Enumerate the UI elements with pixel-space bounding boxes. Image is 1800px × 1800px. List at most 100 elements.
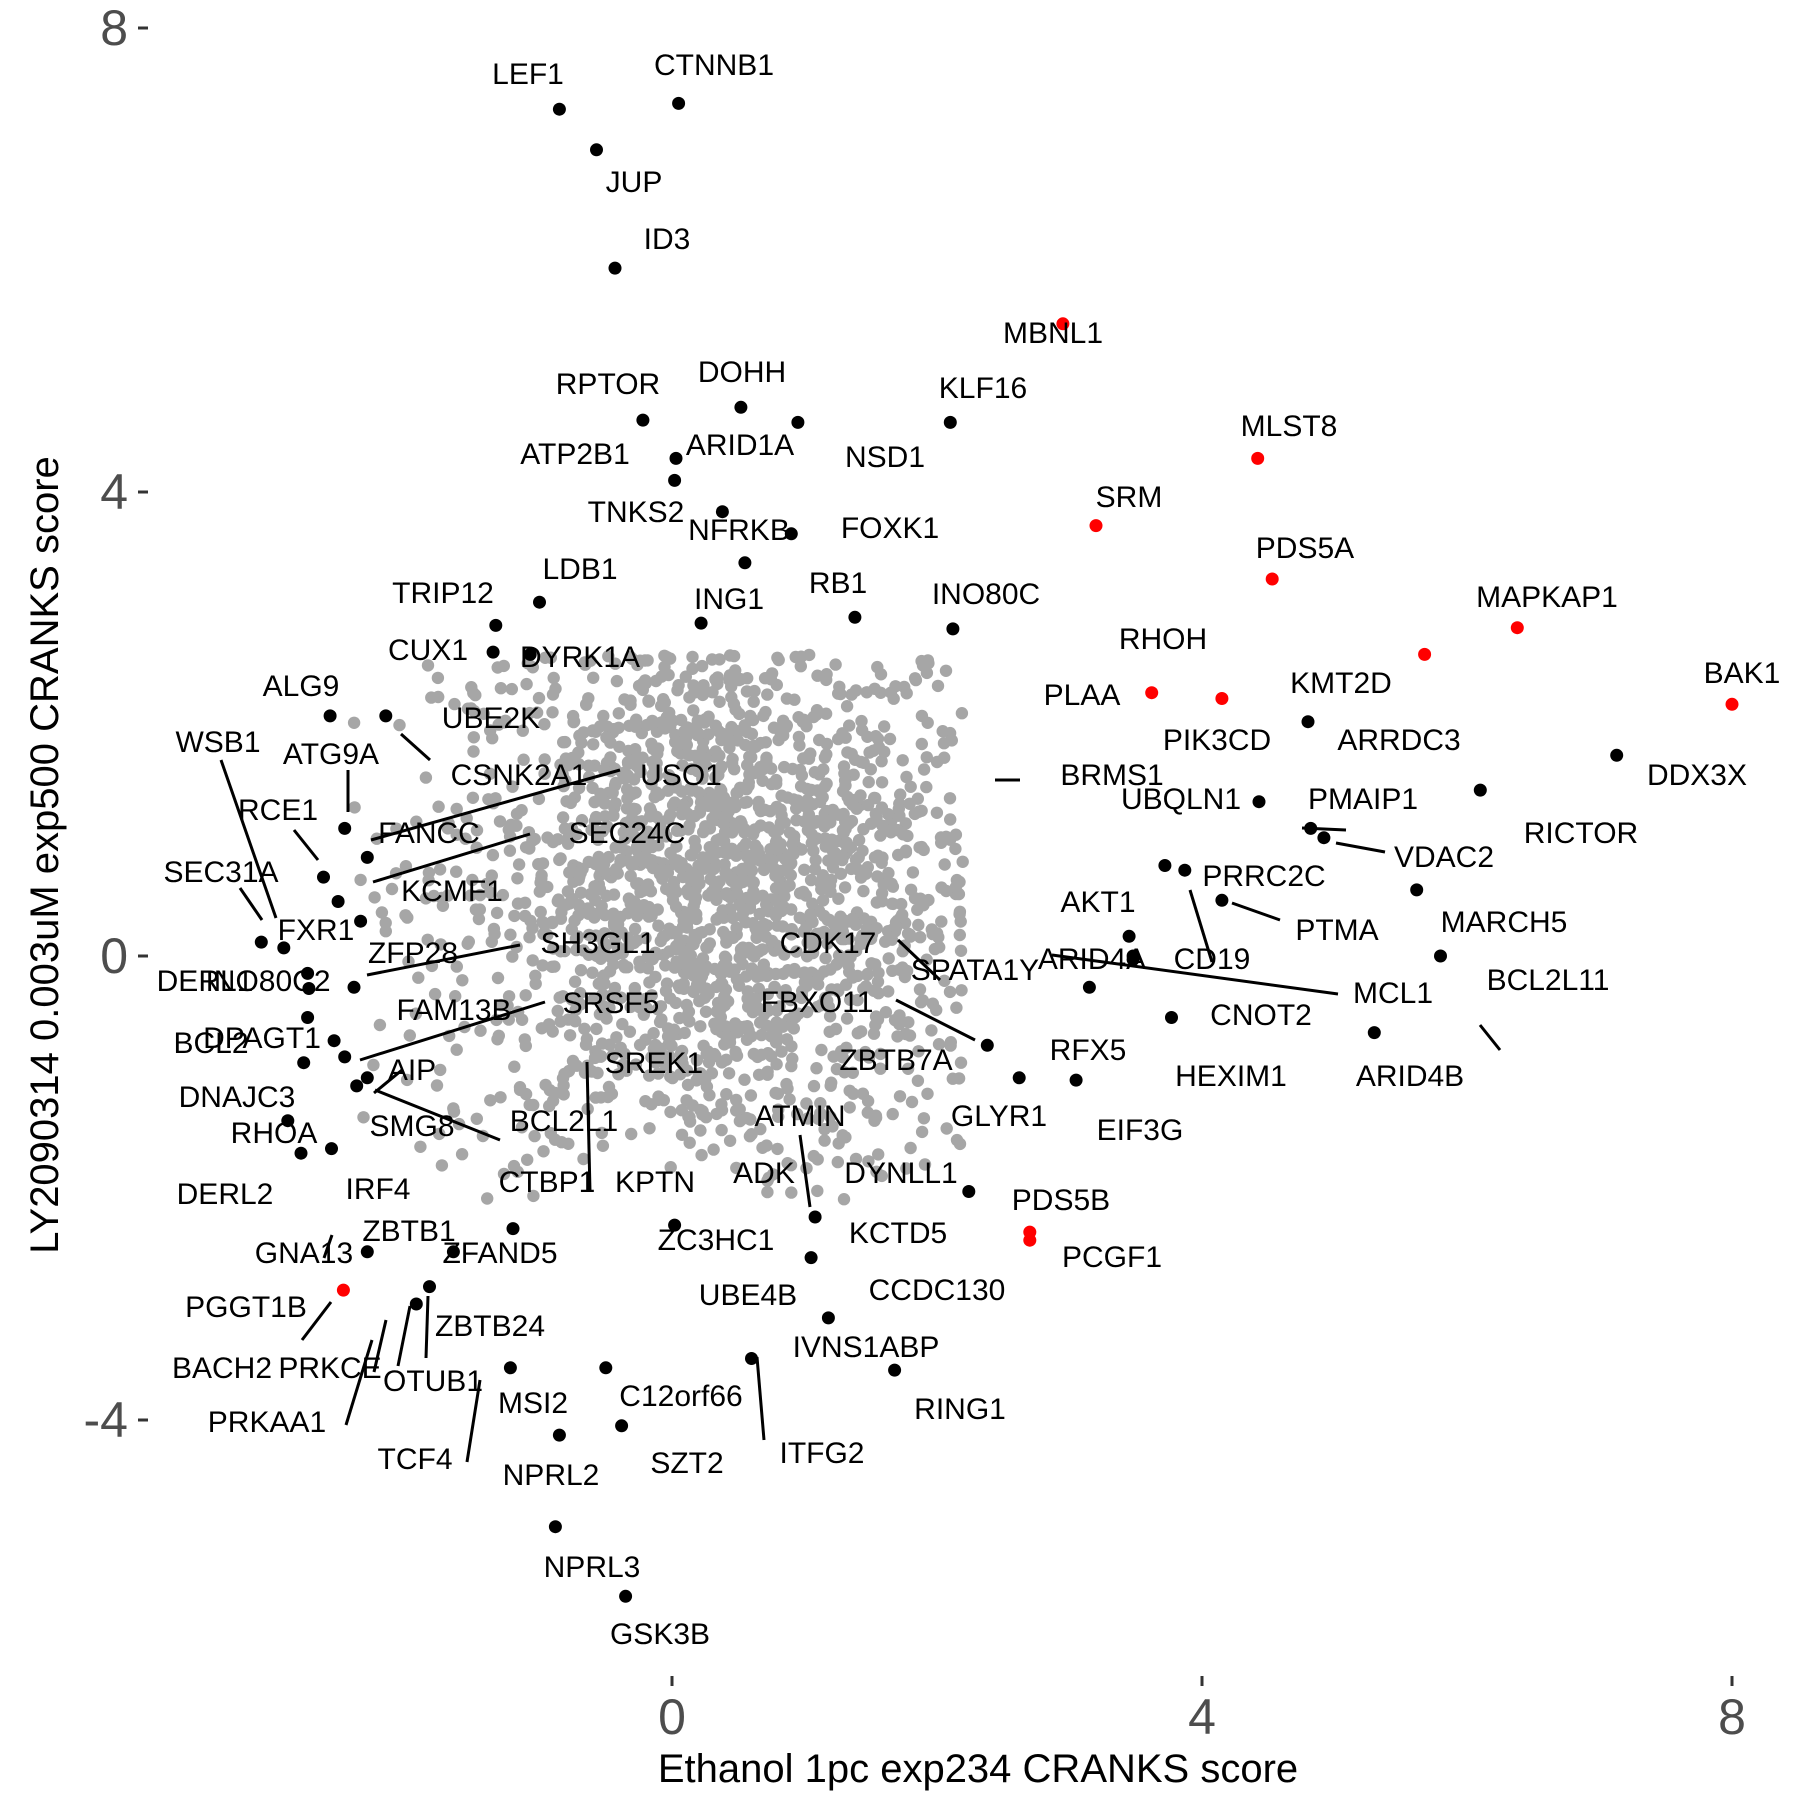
background-point — [582, 759, 595, 772]
background-point — [749, 992, 763, 1006]
point-ivns1abp — [821, 1311, 835, 1325]
background-point — [506, 780, 519, 793]
background-point — [727, 697, 741, 711]
background-point — [483, 767, 497, 780]
background-point — [774, 803, 787, 816]
background-point — [855, 714, 868, 728]
background-point — [641, 825, 655, 838]
label-connector — [366, 943, 521, 977]
background-point — [896, 961, 909, 974]
background-point — [917, 1112, 931, 1125]
background-point — [634, 885, 647, 899]
background-point — [842, 932, 855, 945]
background-point — [470, 824, 484, 837]
point-plaa — [1145, 686, 1159, 700]
background-point — [725, 931, 738, 944]
background-point — [802, 974, 815, 988]
background-point — [643, 802, 657, 815]
background-point — [607, 907, 620, 920]
background-point — [485, 869, 498, 882]
background-point — [874, 1047, 887, 1061]
background-point — [836, 824, 850, 837]
background-point — [783, 1093, 796, 1106]
point-ctnnb1 — [672, 96, 686, 110]
background-point — [906, 866, 920, 879]
background-point — [433, 863, 447, 876]
background-point — [787, 834, 801, 847]
background-point — [851, 1027, 864, 1040]
background-point — [435, 1159, 449, 1172]
label-connector — [1478, 1024, 1502, 1051]
background-point — [883, 732, 897, 746]
background-point — [882, 985, 895, 998]
background-point — [654, 815, 668, 828]
background-point — [748, 823, 762, 836]
point-dpagt1 — [327, 1034, 341, 1048]
background-point — [776, 987, 789, 1000]
background-point — [813, 927, 827, 940]
background-point — [646, 861, 660, 875]
background-point — [871, 660, 884, 674]
point-mlst8 — [1251, 451, 1265, 465]
point-bak1 — [1725, 697, 1739, 711]
background-point — [874, 829, 887, 842]
point-rptor — [636, 413, 650, 427]
background-point — [561, 885, 575, 898]
background-point — [916, 994, 929, 1007]
point-foxk1 — [784, 527, 798, 541]
point-prrc2c — [1158, 859, 1172, 872]
background-point — [658, 929, 672, 943]
point-cd19 — [1178, 863, 1192, 877]
background-point — [614, 991, 628, 1004]
background-point — [855, 723, 869, 737]
background-point — [669, 996, 682, 1010]
point-label: BCL2L11 — [1487, 964, 1610, 997]
background-point — [477, 707, 490, 720]
background-point — [912, 1045, 925, 1058]
background-point — [911, 903, 924, 916]
background-point — [921, 1087, 934, 1101]
point-atp2b1 — [669, 451, 683, 465]
point-label: PTMA — [1295, 914, 1378, 947]
label-connector — [300, 1301, 333, 1341]
background-point — [659, 1059, 673, 1072]
background-point — [654, 1042, 667, 1055]
point-label: FXR1 — [278, 914, 355, 947]
background-point — [847, 1087, 860, 1100]
background-point — [715, 760, 728, 773]
background-point — [854, 789, 867, 802]
point-ubqln1 — [1252, 795, 1266, 809]
background-point — [838, 767, 851, 780]
background-point — [946, 1072, 959, 1085]
background-point — [733, 1114, 747, 1128]
point-nprl3 — [548, 1520, 562, 1534]
point-label: TNKS2 — [588, 496, 685, 529]
background-point — [849, 853, 863, 867]
background-point — [901, 829, 914, 843]
background-point — [584, 888, 597, 901]
background-point — [783, 879, 796, 892]
background-point — [434, 938, 447, 951]
background-point — [652, 1093, 665, 1107]
background-point — [674, 943, 687, 956]
background-point — [872, 1148, 885, 1161]
background-point — [813, 733, 826, 747]
point-mbnl1 — [1056, 317, 1070, 331]
background-point — [852, 833, 866, 847]
label-connector — [1188, 889, 1214, 963]
point-label: RHOH — [1119, 623, 1207, 656]
point-wsb1 — [277, 941, 291, 955]
background-point — [818, 965, 831, 978]
background-point — [536, 959, 549, 972]
point-fxr1 — [331, 895, 345, 908]
background-point — [690, 1054, 704, 1067]
background-point — [649, 970, 662, 984]
point-label: PMAIP1 — [1308, 783, 1418, 816]
point-label: BCL2 — [173, 1027, 248, 1060]
point-label: FOXK1 — [841, 512, 939, 545]
background-point — [680, 908, 693, 921]
background-point — [781, 1157, 794, 1170]
background-point — [778, 890, 791, 903]
background-point — [938, 858, 951, 871]
background-point — [754, 1122, 767, 1136]
